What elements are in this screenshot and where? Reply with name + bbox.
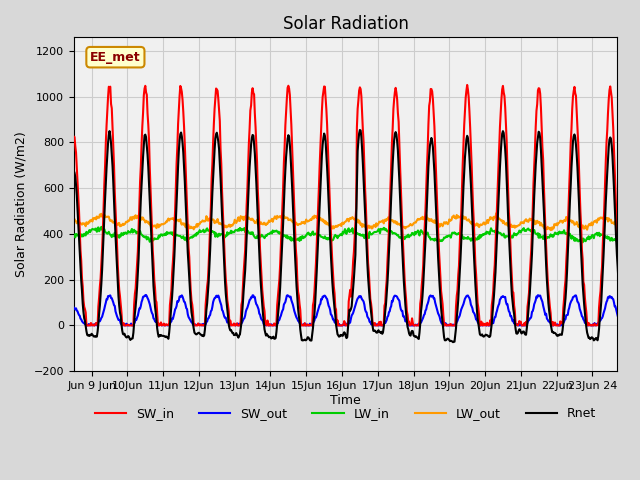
Title: Solar Radiation: Solar Radiation (283, 15, 408, 33)
LW_out (224, 224, 232, 229)
SW_in (53, 323, 61, 328)
LW_out (492, 210, 500, 216)
Line: LW_in: LW_in (56, 227, 627, 242)
SW_in (623, 318, 631, 324)
Rnet (401, 301, 409, 307)
LW_in (52, 229, 60, 235)
LW_out (623, 217, 631, 223)
Rnet (224, 313, 232, 319)
Rnet (356, 127, 364, 133)
LW_in (225, 231, 232, 237)
Rnet (274, 312, 282, 317)
LW_in (433, 238, 441, 243)
SW_in (120, 320, 127, 326)
Rnet (119, 331, 127, 337)
Rnet (433, 238, 441, 243)
SW_out (225, 320, 232, 325)
SW_out (433, 308, 441, 313)
LW_in (275, 229, 282, 235)
LW_out (433, 220, 440, 226)
LW_out (52, 217, 60, 223)
SW_out (623, 323, 631, 328)
SW_out (119, 323, 127, 328)
SW_out (253, 302, 261, 308)
Rnet (52, 335, 60, 341)
SW_out (275, 317, 282, 323)
LW_in (120, 230, 127, 236)
LW_in (579, 240, 586, 245)
LW_in (623, 231, 631, 237)
LW_out (252, 219, 260, 225)
Line: SW_out: SW_out (56, 295, 627, 325)
Y-axis label: Solar Radiation (W/m2): Solar Radiation (W/m2) (15, 132, 28, 277)
LW_out (119, 221, 127, 227)
Rnet (623, 333, 631, 338)
Rnet (252, 180, 260, 185)
SW_in (52, 322, 60, 327)
Line: LW_out: LW_out (56, 213, 627, 230)
X-axis label: Time: Time (330, 394, 361, 407)
LW_out (401, 224, 408, 230)
Line: SW_in: SW_in (56, 85, 627, 325)
LW_out (547, 227, 554, 233)
Rnet (449, 339, 457, 345)
LW_in (401, 234, 409, 240)
Text: EE_met: EE_met (90, 51, 141, 64)
SW_in (253, 160, 261, 166)
LW_in (253, 233, 261, 239)
LW_in (97, 224, 105, 230)
SW_in (401, 287, 409, 293)
SW_in (463, 82, 471, 88)
Legend: SW_in, SW_out, LW_in, LW_out, Rnet: SW_in, SW_out, LW_in, LW_out, Rnet (90, 402, 601, 425)
Line: Rnet: Rnet (56, 130, 627, 342)
SW_in (225, 309, 232, 314)
SW_out (52, 323, 60, 328)
SW_out (142, 292, 150, 298)
SW_out (401, 318, 409, 324)
SW_in (433, 206, 441, 212)
LW_out (274, 214, 282, 220)
SW_in (275, 285, 282, 290)
